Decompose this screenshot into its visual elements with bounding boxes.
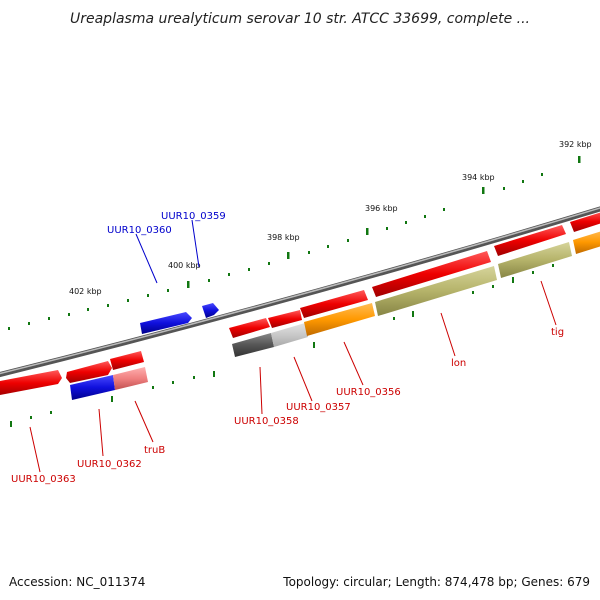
ruler-label-398: 398 kbp xyxy=(267,233,300,242)
ruler-label-402: 402 kbp xyxy=(69,287,102,296)
map-title: Ureaplasma urealyticum serovar 10 str. A… xyxy=(70,11,530,27)
gene-label-UUR10_0357[interactable]: UUR10_0357 xyxy=(286,402,351,413)
ruler-label-394: 394 kbp xyxy=(462,173,495,182)
gene-label-UUR10_0363[interactable]: UUR10_0363 xyxy=(11,474,76,485)
genome-backbone xyxy=(0,206,600,378)
gene-label-UUR10_0356[interactable]: UUR10_0356 xyxy=(336,387,401,398)
gene-label-UUR10_0359[interactable]: UUR10_0359 xyxy=(161,211,226,222)
gene-label-UUR10_0362[interactable]: UUR10_0362 xyxy=(77,459,142,470)
gene-label-lon[interactable]: lon xyxy=(451,358,466,369)
gene-label-UUR10_0358[interactable]: UUR10_0358 xyxy=(234,416,299,427)
gene-feature-row2[interactable] xyxy=(70,230,600,400)
gene-label-tig[interactable]: tig xyxy=(551,327,564,338)
gene-UUR10_0360-arrow[interactable] xyxy=(140,312,192,334)
topology-text: Topology: circular; Length: 874,478 bp; … xyxy=(282,575,590,589)
ruler-label-396: 396 kbp xyxy=(365,204,398,213)
ruler-major-ticks xyxy=(187,156,581,288)
gene-label-truB[interactable]: truB xyxy=(144,445,165,456)
gene-label-UUR10_0360[interactable]: UUR10_0360 xyxy=(107,225,172,236)
gene-red-row1[interactable] xyxy=(0,211,600,396)
gene-UUR10_0359-arrow[interactable] xyxy=(202,303,219,318)
inner-ruler-dashes xyxy=(10,264,554,427)
ruler-dots xyxy=(8,173,543,330)
leader-lines xyxy=(29,219,557,473)
accession-text: Accession: NC_011374 xyxy=(9,575,145,589)
ruler-label-392: 392 kbp xyxy=(559,140,592,149)
ruler-label-400: 400 kbp xyxy=(168,261,201,270)
